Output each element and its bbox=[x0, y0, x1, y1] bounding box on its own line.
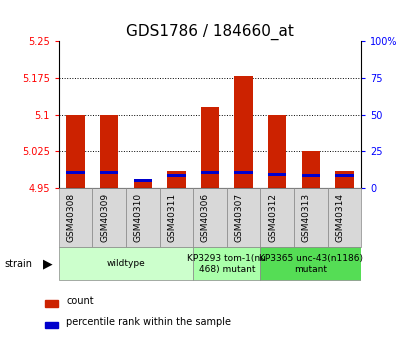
Bar bbox=[268, 173, 286, 176]
Bar bbox=[66, 115, 85, 188]
FancyBboxPatch shape bbox=[59, 247, 193, 280]
Bar bbox=[134, 179, 152, 182]
Text: KP3365 unc-43(n1186)
mutant: KP3365 unc-43(n1186) mutant bbox=[259, 254, 363, 274]
Text: strain: strain bbox=[4, 259, 32, 269]
Bar bbox=[302, 151, 320, 188]
Bar bbox=[167, 174, 186, 177]
Bar bbox=[234, 171, 253, 174]
Text: GSM40307: GSM40307 bbox=[235, 193, 244, 242]
Bar bbox=[100, 115, 118, 188]
Bar bbox=[45, 322, 58, 328]
Text: percentile rank within the sample: percentile rank within the sample bbox=[66, 317, 231, 327]
FancyBboxPatch shape bbox=[160, 188, 193, 247]
Bar bbox=[268, 115, 286, 188]
FancyBboxPatch shape bbox=[193, 188, 227, 247]
Title: GDS1786 / 184660_at: GDS1786 / 184660_at bbox=[126, 24, 294, 40]
Text: GSM40310: GSM40310 bbox=[134, 193, 143, 242]
Text: GSM40311: GSM40311 bbox=[168, 193, 176, 242]
Text: count: count bbox=[66, 296, 94, 306]
Text: wildtype: wildtype bbox=[107, 259, 145, 268]
FancyBboxPatch shape bbox=[328, 188, 361, 247]
Text: GSM40309: GSM40309 bbox=[100, 193, 109, 242]
FancyBboxPatch shape bbox=[92, 188, 126, 247]
Bar bbox=[201, 107, 219, 188]
Bar bbox=[134, 179, 152, 188]
Bar bbox=[335, 171, 354, 188]
Bar bbox=[335, 174, 354, 177]
Text: GSM40313: GSM40313 bbox=[302, 193, 311, 242]
Text: KP3293 tom-1(nu
468) mutant: KP3293 tom-1(nu 468) mutant bbox=[187, 254, 266, 274]
Text: GSM40314: GSM40314 bbox=[336, 193, 344, 242]
Bar bbox=[45, 300, 58, 307]
Bar bbox=[201, 171, 219, 174]
FancyBboxPatch shape bbox=[59, 188, 92, 247]
Bar bbox=[234, 76, 253, 188]
Bar bbox=[167, 171, 186, 188]
FancyBboxPatch shape bbox=[260, 247, 361, 280]
Bar bbox=[302, 174, 320, 177]
Bar bbox=[66, 171, 85, 174]
Text: GSM40312: GSM40312 bbox=[268, 193, 277, 242]
Text: GSM40306: GSM40306 bbox=[201, 193, 210, 242]
FancyBboxPatch shape bbox=[193, 247, 260, 280]
FancyBboxPatch shape bbox=[294, 188, 328, 247]
Text: ▶: ▶ bbox=[43, 257, 52, 270]
FancyBboxPatch shape bbox=[227, 188, 260, 247]
FancyBboxPatch shape bbox=[260, 188, 294, 247]
Text: GSM40308: GSM40308 bbox=[67, 193, 76, 242]
FancyBboxPatch shape bbox=[126, 188, 160, 247]
Bar bbox=[100, 171, 118, 174]
